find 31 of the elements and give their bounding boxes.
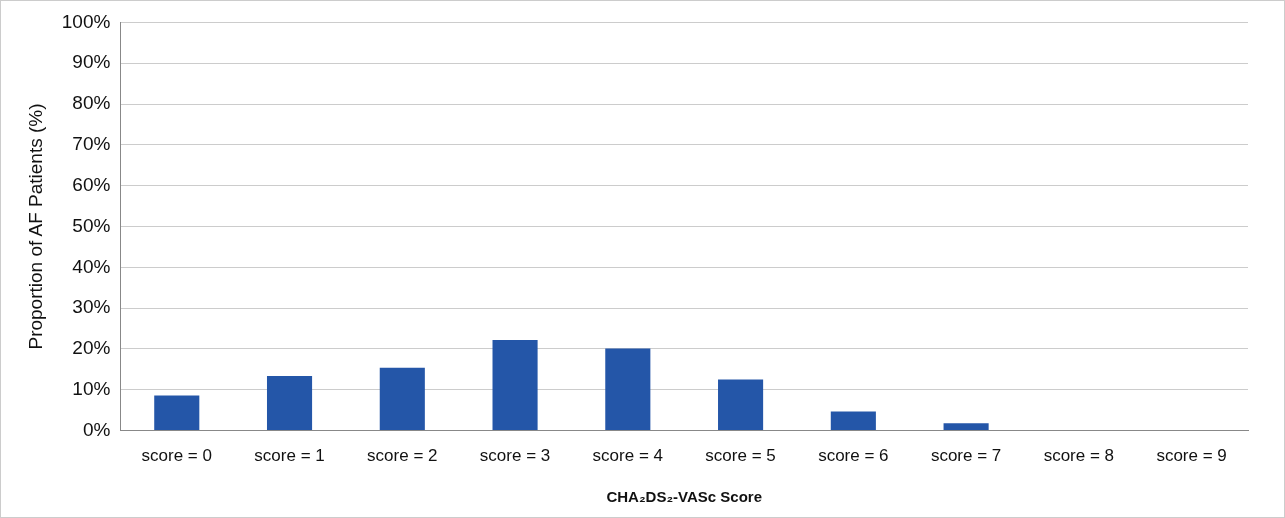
y-tick-label: 20% <box>72 337 111 359</box>
x-tick-label: score = 2 <box>367 446 438 466</box>
bar <box>154 395 200 431</box>
x-tick-label: score = 8 <box>1043 446 1115 466</box>
y-axis-title: Proportion of AF Patients (%) <box>24 103 46 350</box>
y-tick-label: 80% <box>72 92 111 114</box>
bar <box>266 375 313 431</box>
bar <box>718 379 764 431</box>
y-tick-label: 30% <box>72 296 111 318</box>
x-tick-label: score = 5 <box>705 446 776 466</box>
x-tick-label: score = 9 <box>1156 446 1227 466</box>
y-tick-label: 10% <box>72 378 111 400</box>
y-tick-label: 50% <box>72 214 111 236</box>
y-tick-label: 70% <box>72 133 111 155</box>
x-tick-label: score = 1 <box>254 446 325 466</box>
y-tick-label: 0% <box>82 418 111 440</box>
bar <box>492 339 538 431</box>
x-axis-title: CHA₂DS₂-VASc Score <box>606 488 762 506</box>
bar <box>943 423 989 431</box>
y-tick-label: 60% <box>72 173 111 195</box>
x-tick-label: score = 3 <box>479 446 551 466</box>
x-tick-label: score = 0 <box>141 446 212 466</box>
y-tick-label: 40% <box>72 255 111 277</box>
y-tick-label: 90% <box>72 51 111 73</box>
bar <box>379 367 425 431</box>
bar <box>605 348 651 431</box>
y-tick-label: 100% <box>61 10 111 32</box>
bar <box>830 411 876 431</box>
x-tick-label: score = 6 <box>818 446 889 466</box>
x-tick-label: score = 4 <box>592 446 664 466</box>
x-tick-label: score = 7 <box>930 446 1002 466</box>
